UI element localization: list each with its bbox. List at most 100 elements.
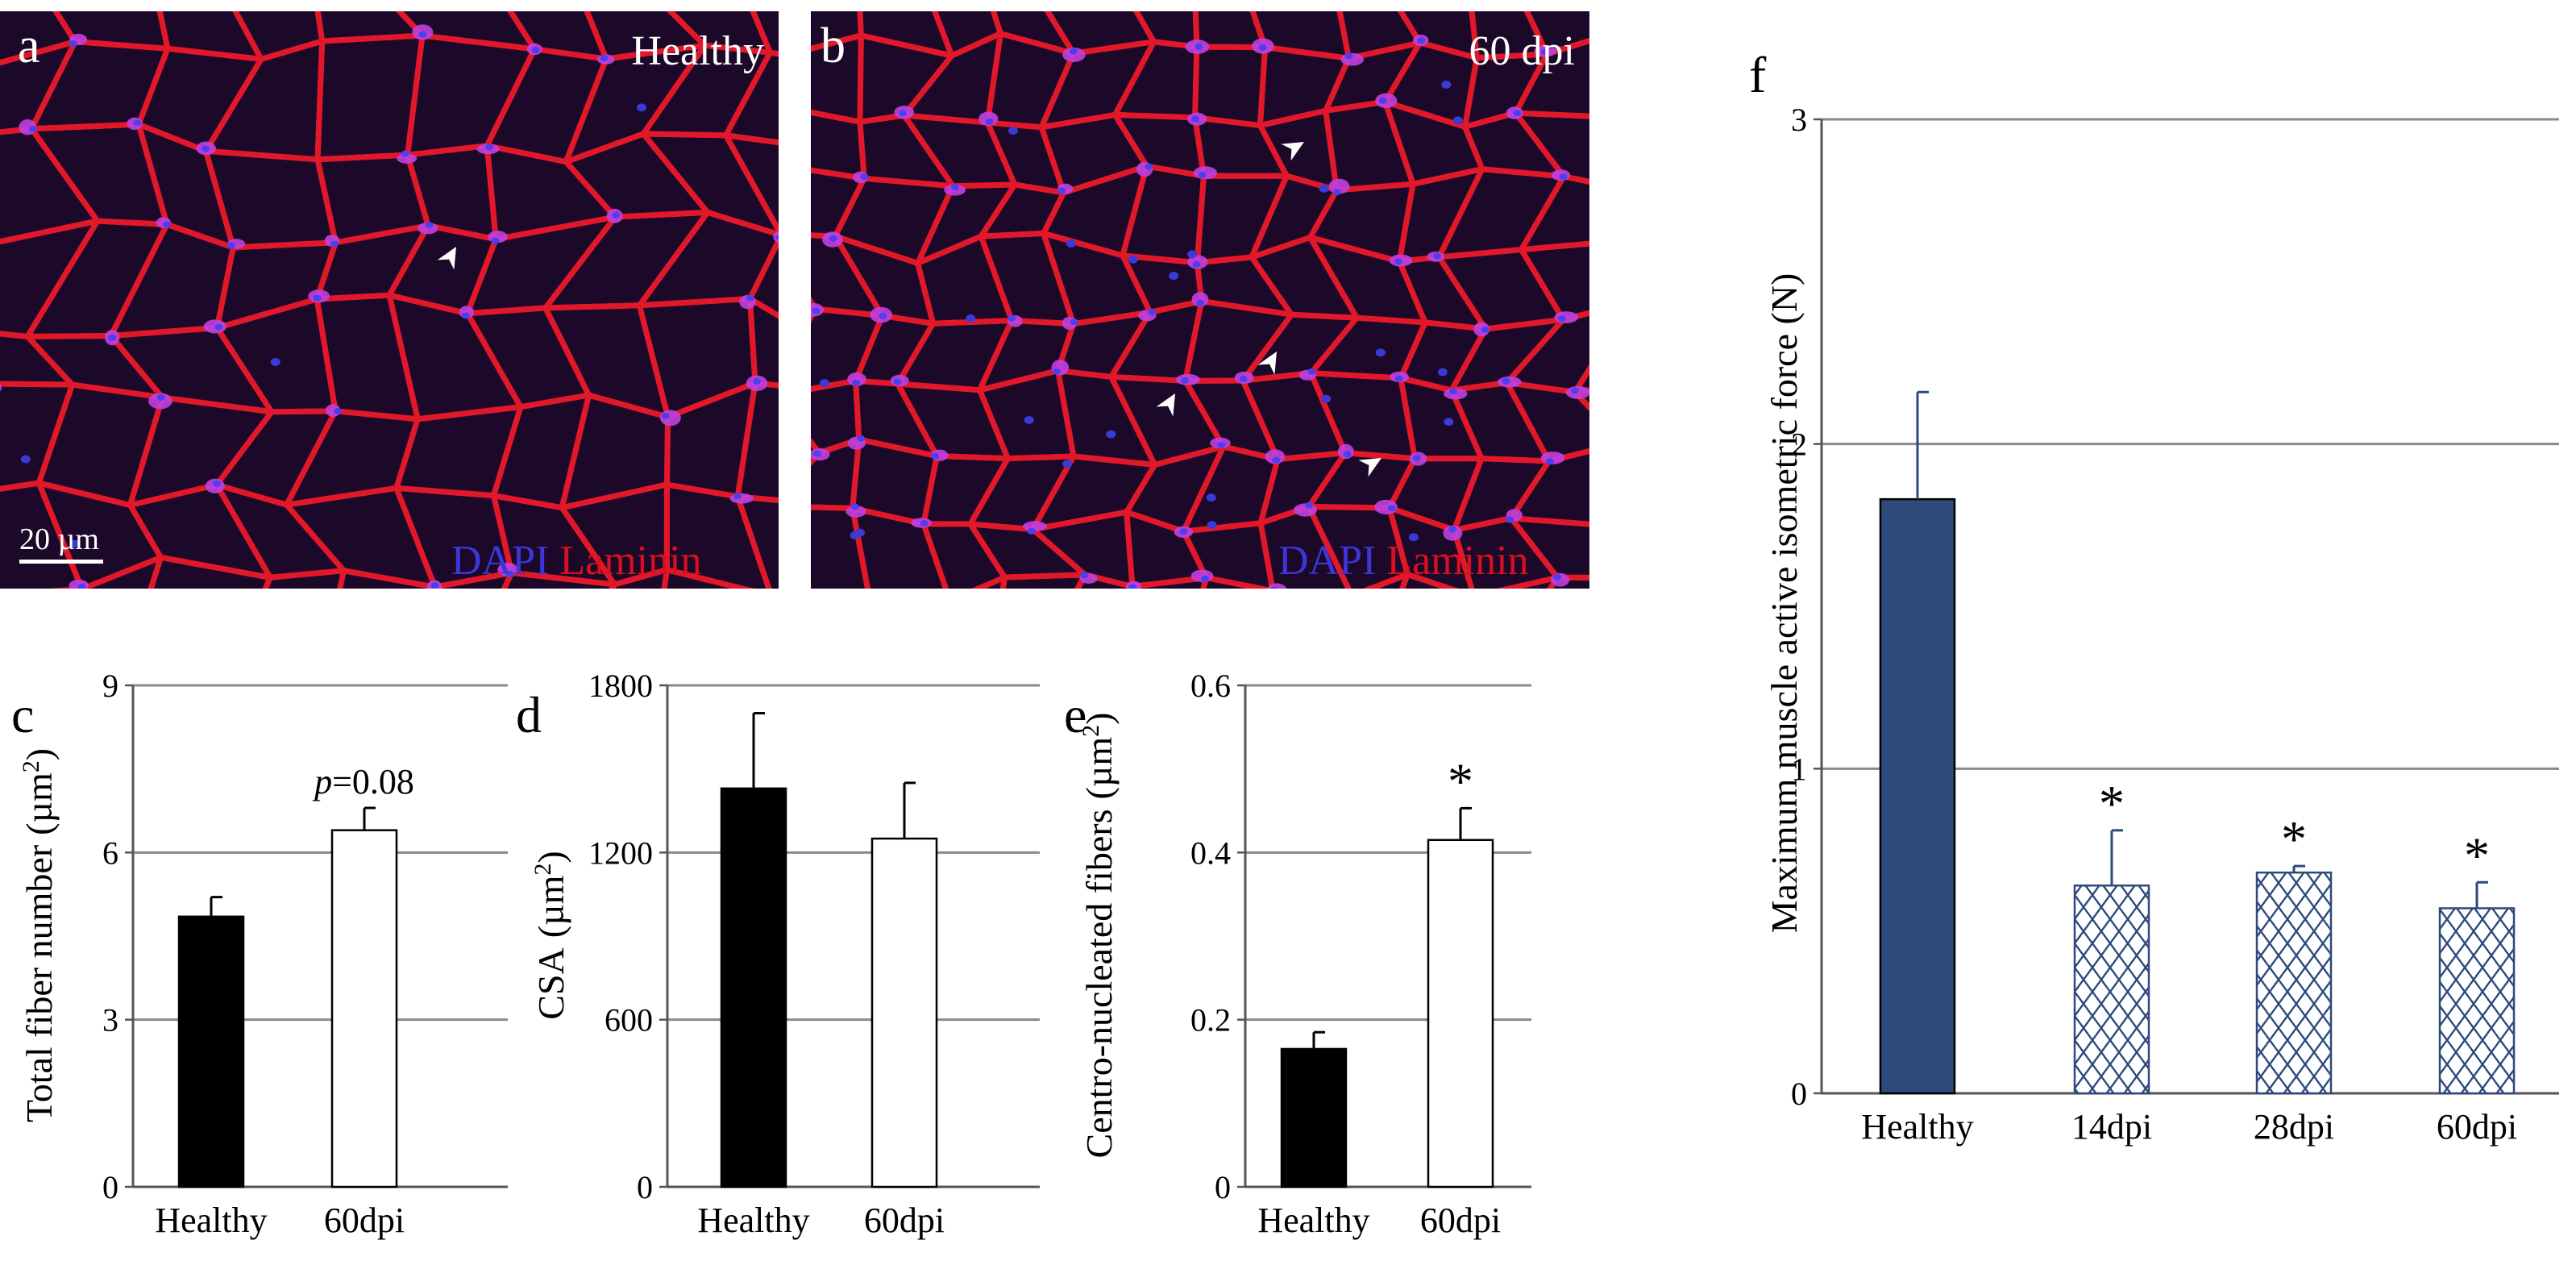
nucleus <box>1062 48 1086 62</box>
nucleus-core <box>931 452 940 460</box>
central-nucleus <box>20 455 31 464</box>
nucleus-core <box>662 412 671 419</box>
chart-c: c 0 3 6 9 Healthy 60dpi p=0.08 Total fiber numbe… <box>11 668 508 1240</box>
y-tick-label: 6 <box>102 835 118 871</box>
fiber-outline <box>1496 574 1560 589</box>
nucleus <box>1443 525 1463 541</box>
arrow-icon <box>437 247 456 270</box>
nucleus-core <box>1513 110 1522 117</box>
nucleus-core <box>1545 458 1554 465</box>
nucleus-core <box>1053 368 1062 375</box>
nucleus-core <box>1191 115 1200 123</box>
fiber-outline <box>1074 572 1136 589</box>
central-nucleus <box>1319 184 1329 193</box>
nucleus-core <box>156 394 165 402</box>
nucleus-core <box>857 435 866 442</box>
fiber-outline <box>723 132 779 236</box>
nucleus-core <box>418 31 427 38</box>
nucleus <box>773 231 779 243</box>
central-nucleus <box>1187 250 1198 259</box>
central-nucleus <box>819 379 829 388</box>
x-tick-label: 60dpi <box>324 1201 405 1240</box>
nucleus-core <box>812 450 821 457</box>
nucleus-core <box>1147 309 1156 316</box>
y-tick-label: 9 <box>102 668 118 704</box>
fiber-outline <box>1519 240 1589 323</box>
central-nucleus <box>1128 255 1138 264</box>
nucleus-core <box>775 234 779 241</box>
bar-60dpi <box>2438 907 2516 1095</box>
central-nucleus <box>1408 533 1419 542</box>
central-nucleus <box>966 314 976 323</box>
nucleus-core <box>850 503 859 510</box>
stain-laminin-label: Laminin <box>559 538 702 584</box>
fiber-outline <box>430 569 515 589</box>
fiber-outline <box>723 49 779 146</box>
nucleus <box>1191 292 1209 307</box>
fiber-outline <box>661 567 754 589</box>
x-tick-label: 60dpi <box>1420 1201 1501 1240</box>
central-nucleus <box>270 357 280 366</box>
panel-b-letter: b <box>821 19 846 73</box>
nucleus-core <box>1394 375 1403 382</box>
nucleus-core <box>920 520 929 527</box>
y-tick-label: 1200 <box>588 835 653 871</box>
chart-d: d 0 600 1200 1800 Healthy 60dpi CSA(µm2) <box>516 668 1040 1240</box>
nucleus-core <box>1433 252 1442 260</box>
arrow-icon <box>1156 393 1175 417</box>
nucleus-core <box>313 294 322 302</box>
central-nucleus <box>1444 418 1454 427</box>
x-tick-label: 60dpi <box>864 1201 945 1240</box>
y-tick-label: 0.2 <box>1190 1002 1231 1039</box>
fiber-outline <box>1519 173 1589 253</box>
central-nucleus <box>1008 126 1018 135</box>
nucleus-core <box>462 312 471 319</box>
micrograph-healthy: a Healthy 20 µm DAPI Laminin <box>0 11 779 589</box>
nucleus-core <box>1008 314 1016 322</box>
bar-healthy <box>1879 497 1956 1095</box>
nucleus-core <box>202 145 210 152</box>
nucleus-core <box>1069 48 1078 55</box>
significance-asterisk: * <box>2281 810 2307 868</box>
nucleus-core <box>28 126 37 133</box>
arrow-icon <box>1358 458 1381 477</box>
nucleus <box>0 383 2 392</box>
laminin-membranes <box>811 11 1589 589</box>
fiber-outline <box>747 234 779 319</box>
panel-a-letter: a <box>18 19 40 73</box>
stain-laminin-label: Laminin <box>1386 538 1529 584</box>
y-tick-label: 3 <box>1791 102 1807 138</box>
nucleus-core <box>733 493 742 500</box>
fiber-outline <box>1508 447 1589 527</box>
scale-bar <box>19 560 103 564</box>
central-nucleus <box>1206 493 1216 502</box>
central-nucleus <box>1437 368 1448 377</box>
y-tick-label: 0 <box>1215 1169 1231 1205</box>
fiber-outline <box>1512 110 1589 185</box>
y-axis-label: Maximum muscle active isometric force (N… <box>1764 273 1805 934</box>
fiber-outline <box>663 481 772 589</box>
nucleus-core <box>1570 387 1579 394</box>
nucleus-core <box>425 222 434 229</box>
nucleus-core <box>484 144 493 151</box>
x-tick-label: Healthy <box>1861 1107 1973 1147</box>
fiber-outline <box>1257 504 1352 589</box>
fiber-outline <box>262 568 347 589</box>
nucleus-core <box>1239 376 1248 383</box>
nucleus-core <box>108 334 117 341</box>
fiber-outline <box>1128 575 1210 589</box>
x-tick-label: Healthy <box>1257 1201 1369 1240</box>
nucleus-core <box>1128 584 1136 589</box>
nucleus-core <box>1179 528 1188 535</box>
bar-14dpi <box>2073 884 2150 1095</box>
panel-b-condition: 60 dpi <box>1469 28 1575 74</box>
arrow-icon <box>1257 352 1277 375</box>
fiber-outline <box>734 493 779 589</box>
nucleus-core <box>401 150 409 157</box>
nucleus-core <box>133 119 142 127</box>
bar-60dpi <box>1427 839 1494 1188</box>
y-axis-label: Total fiber number(µm2) <box>18 748 60 1122</box>
nucleus-core <box>1195 43 1203 50</box>
nucleus-core <box>1057 187 1066 194</box>
nucleus <box>397 153 418 164</box>
